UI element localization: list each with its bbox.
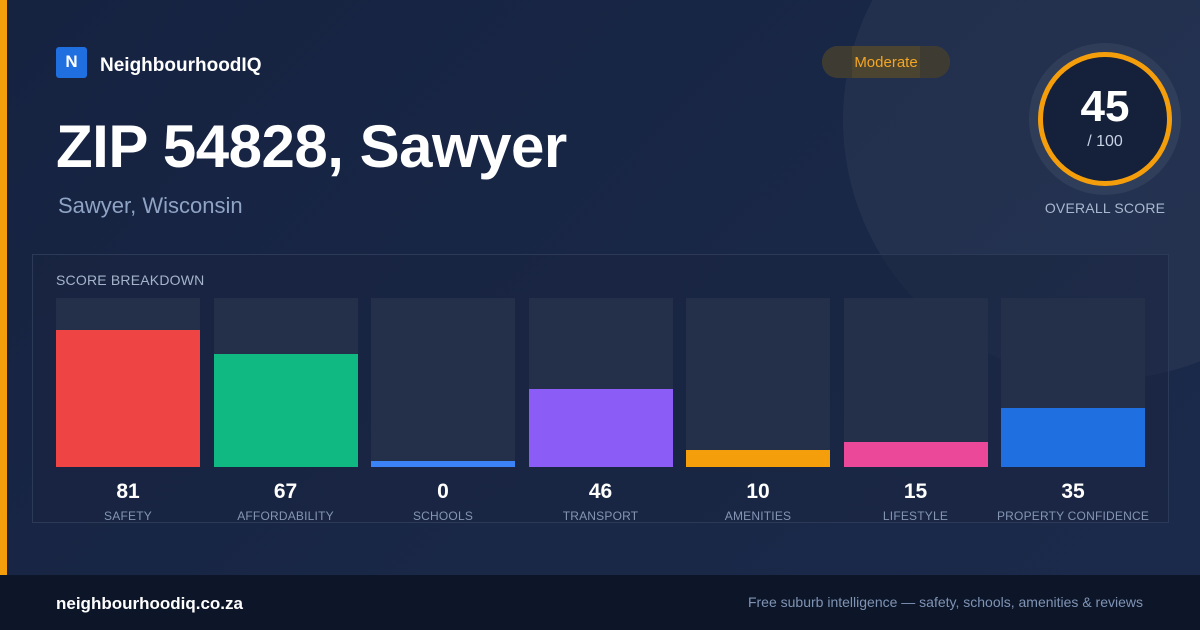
bar-transport [528, 389, 673, 467]
footer: neighbourhoodiq.co.za Free suburb intell… [0, 575, 1200, 630]
bar-label-amenities: AMENITIES [724, 509, 792, 523]
score-breakdown-chart: 81 SAFETY 67 AFFORDABILITY 0 SCHOOLS 46 TRANSPO… [33, 255, 1170, 524]
rating-badge: Moderate [822, 46, 950, 78]
overall-score-ring: 45 / 100 [1029, 43, 1181, 195]
overall-score-max: / 100 [1087, 133, 1123, 150]
brand-logo-icon: N [56, 46, 87, 78]
bar-value-property-confidence: 35 [1061, 480, 1085, 503]
bar-amenities [686, 450, 830, 467]
page-subtitle: Sawyer, Wisconsin [58, 193, 243, 218]
bar-track-amenities [686, 298, 830, 467]
footer-site-link[interactable]: neighbourhoodiq.co.za [56, 594, 243, 613]
bar-label-affordability: AFFORDABILITY [237, 509, 334, 523]
bar-value-lifestyle: 15 [903, 480, 928, 503]
bar-lifestyle [843, 442, 988, 467]
overall-score-label: OVERALL SCORE [1044, 200, 1166, 216]
bar-schools [371, 461, 515, 467]
score-breakdown-title: SCORE BREAKDOWN [56, 272, 205, 288]
bar-track-schools [371, 298, 515, 467]
bar-value-amenities: 10 [746, 480, 770, 503]
score-breakdown-panel: SCORE BREAKDOWN 81 SAFETY 67 AFFORDABILITY 0… [32, 254, 1169, 523]
bar-label-property-confidence: PROPERTY CONFIDENCE [996, 509, 1150, 523]
bar-label-lifestyle: LIFESTYLE [882, 509, 949, 523]
overall-score-value: 45 [1080, 82, 1130, 131]
bar-property-confidence [1001, 408, 1145, 467]
bar-safety [56, 330, 200, 467]
bar-value-transport: 46 [588, 480, 613, 503]
bar-affordability [213, 354, 358, 467]
brand-name: NeighbourhoodIQ [100, 55, 262, 76]
bar-value-affordability: 67 [273, 480, 298, 503]
rating-badge-label: Moderate [854, 53, 918, 71]
page-title: ZIP 54828, Sawyer [56, 113, 567, 180]
footer-tagline: Free suburb intelligence — safety, schoo… [747, 594, 1143, 610]
bar-value-safety: 81 [116, 480, 140, 503]
score-ring [1038, 52, 1172, 186]
accent-strip [0, 0, 7, 575]
brand: N NeighbourhoodIQ [56, 46, 261, 78]
bar-value-schools: 0 [437, 480, 449, 503]
bar-label-transport: TRANSPORT [562, 509, 639, 523]
bar-label-schools: SCHOOLS [412, 509, 474, 523]
bar-label-safety: SAFETY [104, 509, 152, 523]
bar-track-lifestyle [843, 298, 988, 467]
